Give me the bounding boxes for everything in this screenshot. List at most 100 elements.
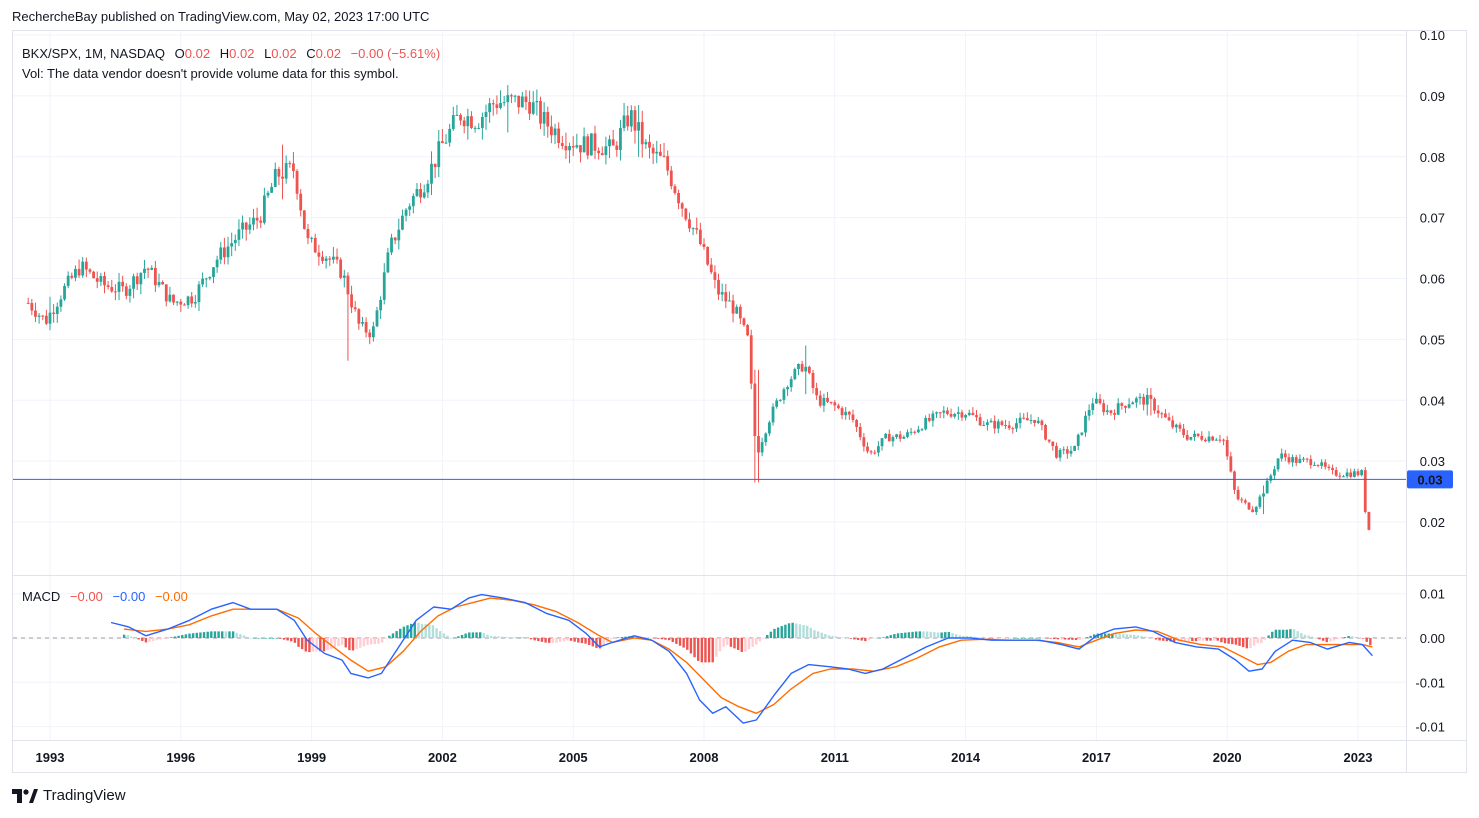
candle-body bbox=[807, 366, 811, 373]
macd-histogram-bar bbox=[260, 638, 264, 639]
macd-histogram-bar bbox=[202, 632, 206, 638]
candle-body bbox=[1087, 409, 1091, 416]
macd-histogram-bar bbox=[1307, 635, 1310, 638]
macd-histogram-bar bbox=[773, 628, 776, 638]
candle-body bbox=[295, 170, 299, 194]
macd-histogram-bar bbox=[984, 638, 987, 639]
macd-histogram-bar bbox=[326, 638, 329, 651]
candle-body bbox=[677, 193, 680, 204]
open-label: O bbox=[174, 46, 185, 61]
candle-body bbox=[1283, 453, 1287, 458]
candle-body bbox=[335, 256, 339, 260]
candle-body bbox=[1214, 439, 1218, 441]
macd-histogram-bar bbox=[271, 638, 275, 639]
macd-histogram-bar bbox=[526, 638, 529, 639]
macd-histogram-bar bbox=[1365, 638, 1368, 642]
candle-body bbox=[310, 237, 313, 239]
candle-body bbox=[63, 285, 66, 300]
candle-body bbox=[237, 229, 241, 240]
symbol-label[interactable]: BKX/SPX, 1M, NASDAQ bbox=[22, 46, 166, 61]
candle-body bbox=[749, 335, 753, 384]
macd-histogram-bar bbox=[533, 638, 536, 641]
macd-histogram-bar bbox=[497, 636, 500, 638]
macd-histogram-bar bbox=[1140, 636, 1143, 638]
candle-body bbox=[26, 302, 30, 304]
macd-histogram-bar bbox=[1369, 638, 1372, 646]
tradingview-brand[interactable]: TradingView bbox=[12, 787, 126, 804]
macd-histogram-bar bbox=[686, 638, 689, 650]
macd-line-value: −0.00 bbox=[112, 589, 146, 604]
candle-body bbox=[135, 276, 139, 285]
macd-histogram-bar bbox=[290, 638, 293, 642]
candle-body bbox=[735, 306, 739, 314]
macd-histogram-bar bbox=[1158, 638, 1161, 641]
candle-body bbox=[873, 452, 877, 454]
macd-histogram-bar bbox=[784, 624, 787, 638]
candle-body bbox=[433, 163, 437, 168]
candle-body bbox=[317, 252, 321, 257]
candle-body bbox=[880, 438, 884, 447]
candle-body bbox=[793, 369, 797, 380]
candle-body bbox=[964, 415, 967, 418]
candle-body bbox=[386, 252, 390, 273]
candle-body bbox=[1036, 420, 1040, 424]
time-axis-tick-label: 2011 bbox=[821, 750, 849, 765]
macd-title[interactable]: MACD bbox=[22, 589, 61, 604]
macd-histogram-bar bbox=[947, 632, 951, 638]
candle-body bbox=[1069, 450, 1073, 454]
candle-body bbox=[74, 268, 77, 278]
macd-histogram-bar bbox=[537, 638, 540, 642]
candle-body bbox=[470, 116, 473, 128]
time-axis-tick-label: 1999 bbox=[297, 750, 326, 765]
candle-body bbox=[840, 408, 844, 416]
macd-histogram-bar bbox=[1049, 638, 1052, 639]
candle-body bbox=[1320, 462, 1324, 466]
candle-body bbox=[477, 127, 481, 129]
macd-histogram-bar bbox=[1318, 638, 1321, 640]
candle-body bbox=[422, 192, 426, 198]
macd-histogram-bar bbox=[1321, 638, 1325, 641]
macd-histogram-bar bbox=[442, 633, 446, 638]
macd-histogram-bar bbox=[362, 638, 366, 647]
time-axis-tick-label: 1996 bbox=[166, 750, 195, 765]
macd-legend: MACD −0.00 −0.00 −0.00 bbox=[22, 589, 188, 604]
macd-histogram-bar bbox=[729, 638, 733, 647]
macd-histogram-bar bbox=[1027, 638, 1031, 639]
candle-body bbox=[153, 267, 157, 286]
macd-histogram-bar bbox=[1311, 636, 1314, 638]
macd-histogram-bar bbox=[1125, 634, 1129, 638]
candle-body bbox=[1182, 428, 1185, 436]
macd-histogram-bar bbox=[577, 638, 580, 643]
macd-histogram-bar bbox=[1245, 638, 1249, 649]
macd-histogram-bar bbox=[696, 638, 700, 661]
candle-body bbox=[121, 281, 125, 287]
candle-body bbox=[455, 114, 459, 116]
candle-body bbox=[902, 436, 906, 439]
candle-body bbox=[877, 446, 880, 453]
candle-body bbox=[114, 291, 117, 293]
macd-histogram-bar bbox=[348, 638, 351, 651]
candle-body bbox=[858, 427, 862, 438]
low-value: 0.02 bbox=[271, 46, 297, 61]
candle-body bbox=[1167, 417, 1171, 421]
candle-body bbox=[989, 420, 993, 423]
candle-body bbox=[1178, 424, 1182, 429]
macd-histogram-bar bbox=[925, 631, 929, 638]
macd-histogram-bar bbox=[518, 637, 522, 639]
macd-histogram-bar bbox=[199, 632, 202, 638]
macd-histogram-bar bbox=[235, 632, 238, 638]
time-axis-tick-label: 1993 bbox=[36, 750, 65, 765]
macd-histogram-bar bbox=[1045, 638, 1049, 639]
candle-body bbox=[898, 434, 902, 439]
macd-histogram-bar bbox=[831, 636, 834, 638]
macd-histogram-bar bbox=[1220, 638, 1223, 643]
macd-histogram-bar bbox=[279, 638, 282, 639]
candle-body bbox=[1127, 404, 1131, 408]
candle-body bbox=[30, 303, 34, 311]
candle-body bbox=[993, 420, 997, 429]
candle-body bbox=[1218, 439, 1222, 441]
macd-histogram-bar bbox=[351, 638, 355, 651]
macd-histogram-bar bbox=[366, 638, 369, 645]
candle-body bbox=[175, 301, 179, 303]
